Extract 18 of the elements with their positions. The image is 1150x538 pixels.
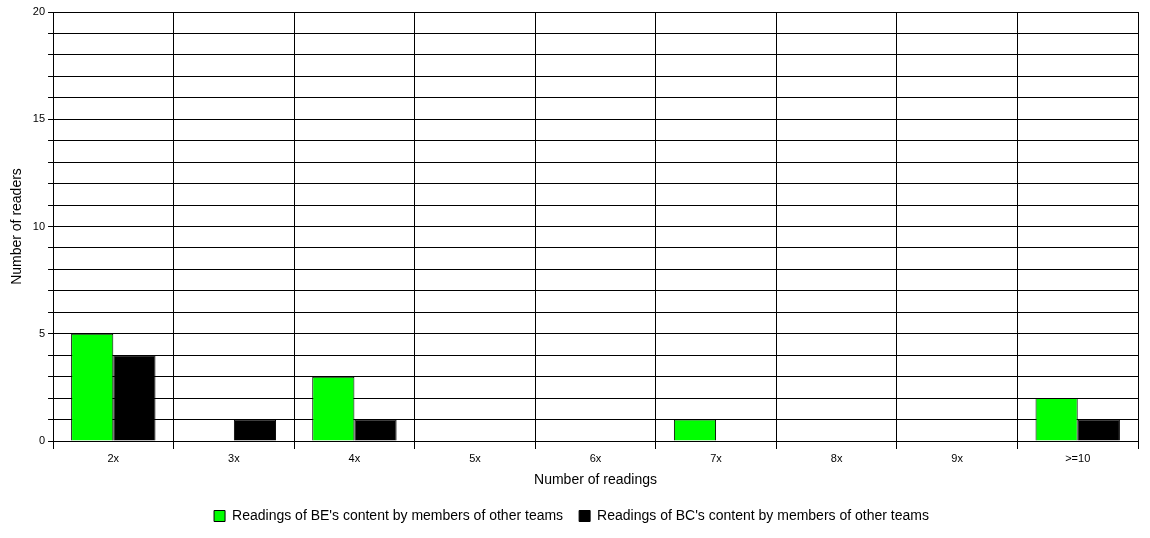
legend-label: Readings of BC's content by members of other teams (597, 506, 929, 523)
x-tick-label: 2x (107, 451, 120, 464)
x-axis-title: Number of readings (534, 471, 657, 488)
y-tick-label: 15 (32, 112, 46, 125)
x-tick-label: 8x (830, 451, 843, 464)
x-tick-label: 9x (951, 451, 964, 464)
x-tick-label: >=10 (1065, 451, 1091, 464)
x-tick-label: 7x (710, 451, 723, 464)
legend-label: Readings of BE's content by members of other teams (232, 506, 564, 523)
x-tick-label: 5x (469, 451, 482, 464)
x-tick-label: 3x (228, 451, 241, 464)
y-tick-label: 10 (32, 219, 46, 232)
y-tick-label: 0 (38, 434, 46, 447)
y-axis-title: Number of readers (8, 168, 25, 285)
y-tick-label: 5 (38, 326, 46, 339)
x-tick-label: 4x (348, 451, 361, 464)
x-tick-label: 6x (589, 451, 602, 464)
y-tick-label: 20 (32, 5, 46, 18)
